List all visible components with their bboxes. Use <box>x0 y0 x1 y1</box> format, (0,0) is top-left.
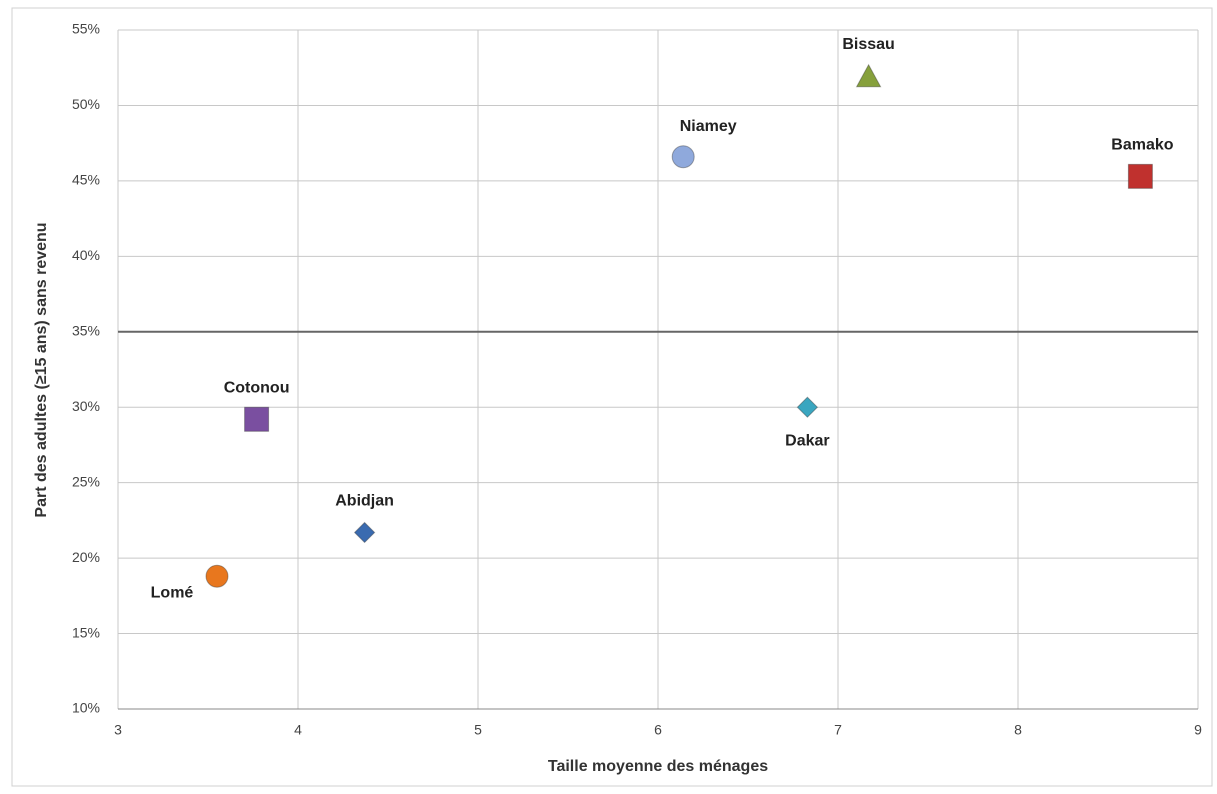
point-label: Bamako <box>1111 137 1173 154</box>
point-label: Cotonou <box>224 380 290 397</box>
point-label: Lomé <box>151 584 194 601</box>
point <box>855 63 882 88</box>
x-tick-label: 5 <box>474 722 482 738</box>
point-label: Abidjan <box>335 493 394 510</box>
point <box>1127 163 1153 189</box>
y-tick-label: 30% <box>72 398 100 414</box>
x-tick-label: 9 <box>1194 722 1202 738</box>
point <box>353 521 376 544</box>
y-tick-label: 40% <box>72 247 100 263</box>
point-label: Niamey <box>680 118 737 135</box>
point <box>796 396 819 418</box>
y-tick-label: 50% <box>72 96 100 112</box>
point-label: Dakar <box>785 432 829 449</box>
y-tick-label: 35% <box>72 322 100 338</box>
point <box>244 406 270 432</box>
y-tick-label: 10% <box>72 700 100 716</box>
x-tick-label: 6 <box>654 722 662 738</box>
y-tick-label: 25% <box>72 473 100 489</box>
x-tick-label: 8 <box>1014 722 1022 738</box>
x-tick-label: 4 <box>294 722 302 738</box>
point <box>205 564 229 588</box>
chart-frame <box>11 7 1213 787</box>
y-tick-label: 15% <box>72 624 100 640</box>
point <box>671 145 695 169</box>
y-tick-label: 45% <box>72 172 100 188</box>
y-axis-title: Part des adultes (≥15 ans) sans revenu <box>33 222 50 517</box>
x-tick-label: 7 <box>834 722 842 738</box>
x-axis-title: Taille moyenne des ménages <box>548 758 768 775</box>
y-tick-label: 55% <box>72 21 100 37</box>
point-label: Bissau <box>842 36 894 53</box>
x-tick-label: 3 <box>114 722 122 738</box>
y-tick-label: 20% <box>72 549 100 565</box>
